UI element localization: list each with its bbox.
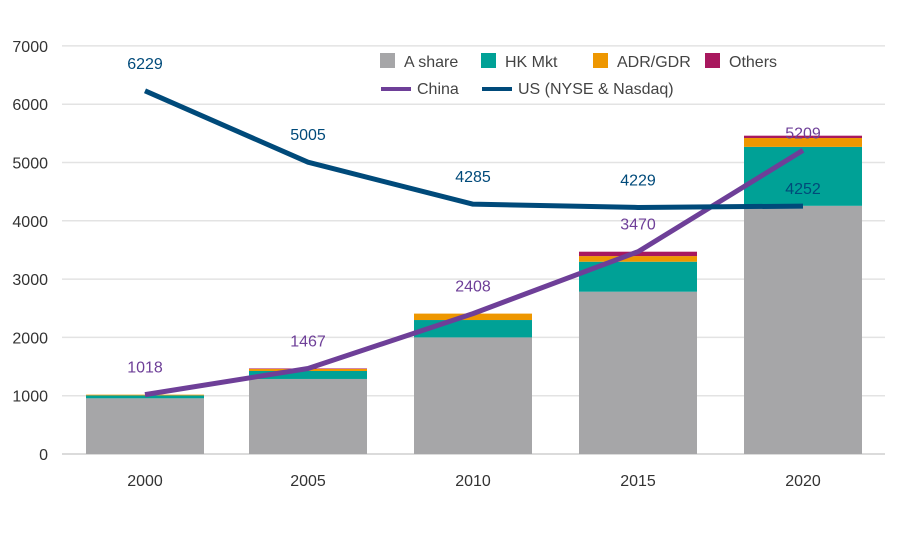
legend-label: US (NYSE & Nasdaq) xyxy=(518,81,674,98)
x-tick-label: 2005 xyxy=(290,473,326,490)
bar-a-share xyxy=(744,205,862,454)
y-tick-label: 1000 xyxy=(12,389,48,406)
bar-adr-gdr xyxy=(579,256,697,262)
bar-adr-gdr xyxy=(414,313,532,321)
bar-a-share xyxy=(414,337,532,454)
data-label: 1018 xyxy=(127,360,163,377)
legend-swatch xyxy=(705,53,720,68)
data-label: 5005 xyxy=(290,127,326,144)
bar-hk-mkt xyxy=(86,395,204,399)
bar-others xyxy=(744,135,862,139)
data-label: 3470 xyxy=(620,217,656,234)
legend-label: HK Mkt xyxy=(505,54,558,71)
legend-label: ADR/GDR xyxy=(617,54,691,71)
bar-a-share xyxy=(249,378,367,454)
x-tick-label: 2000 xyxy=(127,473,163,490)
y-tick-label: 6000 xyxy=(12,97,48,114)
legend-label: China xyxy=(417,81,459,98)
y-tick-label: 0 xyxy=(39,447,48,464)
bar-a-share xyxy=(86,398,204,454)
legend-label: Others xyxy=(729,54,777,71)
legend-swatch xyxy=(481,53,496,68)
bar-hk-mkt xyxy=(249,370,367,379)
data-label: 4252 xyxy=(785,181,821,198)
line-china xyxy=(144,148,805,398)
legend-swatch xyxy=(380,53,395,68)
data-label: 4285 xyxy=(455,169,491,186)
y-tick-label: 5000 xyxy=(12,156,48,173)
bar-adr-gdr xyxy=(744,138,862,147)
data-label: 4229 xyxy=(620,172,656,189)
y-tick-label: 2000 xyxy=(12,330,48,347)
bar-adr-gdr xyxy=(86,394,204,396)
y-tick-label: 3000 xyxy=(12,272,48,289)
legend-swatch xyxy=(593,53,608,68)
data-label: 1467 xyxy=(290,333,326,350)
legend-label: A share xyxy=(404,54,458,71)
x-tick-label: 2015 xyxy=(620,473,656,490)
data-label: 2408 xyxy=(455,279,491,296)
data-label: 6229 xyxy=(127,56,163,73)
data-label: 5209 xyxy=(785,125,821,142)
bar-a-share xyxy=(579,291,697,454)
x-tick-label: 2010 xyxy=(455,473,491,490)
line-us xyxy=(143,88,804,210)
x-tick-label: 2020 xyxy=(785,473,821,490)
y-tick-label: 7000 xyxy=(12,39,48,56)
y-tick-label: 4000 xyxy=(12,214,48,231)
